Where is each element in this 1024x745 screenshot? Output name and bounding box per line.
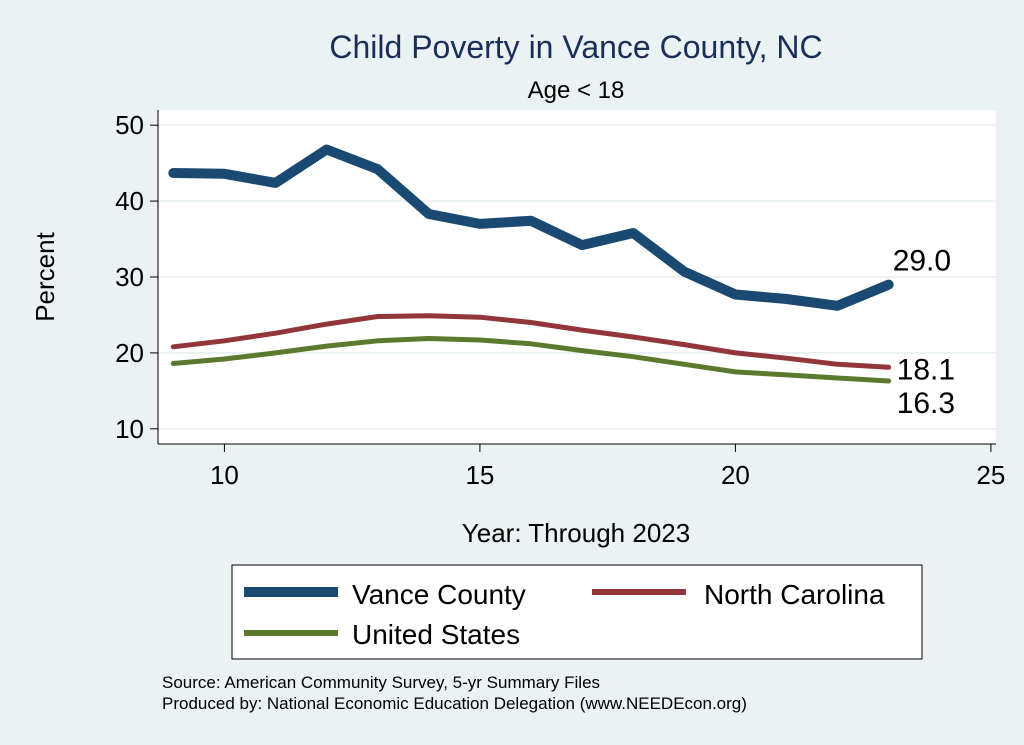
legend: Vance County North Carolina United State… (231, 564, 923, 660)
end-labels: 29.0 18.116.3 (893, 245, 955, 420)
y-ticks: 10 20 30 40 50 (115, 110, 158, 444)
produced-note: Produced by: National Economic Education… (162, 694, 747, 713)
y-tick-label: 40 (115, 186, 144, 216)
series-line-north-carolina (170, 313, 892, 370)
y-tick-label: 50 (115, 110, 144, 140)
chart-title: Child Poverty in Vance County, NC (329, 29, 822, 65)
legend-box (231, 564, 923, 660)
gridlines (158, 124, 996, 430)
x-tick-label: 25 (976, 460, 1005, 490)
end-label-north-carolina: 18.1 (897, 353, 955, 386)
legend-label-vance: Vance County (352, 579, 526, 610)
x-tick-label: 10 (210, 460, 239, 490)
series-group (168, 144, 894, 384)
x-ticks: 10 15 20 25 (210, 444, 1005, 490)
legend-label-us: United States (352, 619, 520, 650)
y-tick-label: 20 (115, 338, 144, 368)
end-label-united-states: 16.3 (897, 387, 955, 420)
y-tick-label: 30 (115, 262, 144, 292)
y-axis-label: Percent (30, 231, 60, 321)
series-line-united-states (170, 336, 892, 384)
legend-label-nc: North Carolina (704, 579, 885, 610)
y-tick-label: 10 (115, 414, 144, 444)
end-label-vance-county: 29.0 (893, 245, 951, 278)
x-tick-label: 20 (721, 460, 750, 490)
x-tick-label: 15 (465, 460, 494, 490)
source-note: Source: American Community Survey, 5-yr … (162, 673, 600, 692)
series-line-vance-county (168, 144, 894, 311)
chart-subtitle: Age < 18 (528, 77, 625, 104)
x-axis-label: Year: Through 2023 (462, 518, 690, 548)
